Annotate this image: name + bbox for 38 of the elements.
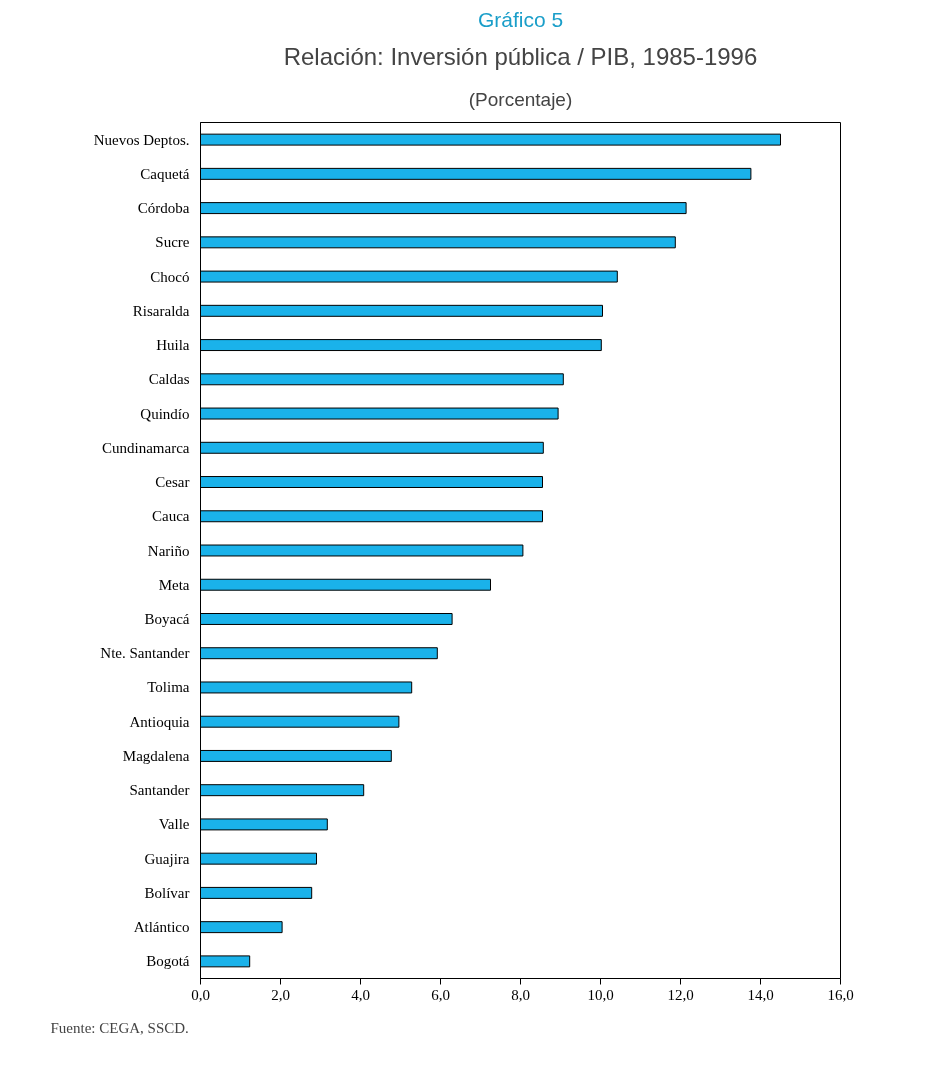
- x-tick-label: 10,0: [587, 986, 614, 1003]
- x-tick-label: 4,0: [351, 986, 370, 1003]
- x-tick-label: 16,0: [827, 986, 854, 1003]
- y-tick-label: Risaralda: [132, 302, 190, 319]
- y-tick-label: Guajira: [144, 850, 190, 867]
- y-tick-label: Córdoba: [137, 200, 190, 217]
- chart-title: Relación: Inversión pública / PIB, 1985-1996: [283, 42, 758, 70]
- y-tick-label: Boyacá: [144, 610, 190, 627]
- y-tick-label: Antioquia: [129, 713, 190, 730]
- y-tick-label: Bolívar: [144, 884, 190, 901]
- y-tick-label: Nariño: [147, 542, 190, 559]
- y-tick-label: Valle: [158, 816, 190, 833]
- y-tick-label: Huila: [156, 337, 190, 354]
- x-tick-label: 14,0: [747, 986, 774, 1003]
- y-tick-label: Sucre: [155, 234, 190, 251]
- y-tick-label: Santander: [129, 782, 190, 799]
- y-tick-label: Chocó: [150, 268, 190, 285]
- y-tick-label: Cesar: [155, 474, 190, 491]
- y-tick-label: Cundinamarca: [102, 439, 190, 456]
- x-tick-label: 0,0: [191, 986, 210, 1003]
- y-tick-label: Caquetá: [140, 165, 190, 182]
- y-tick-label: Quindío: [140, 405, 190, 422]
- y-tick-label: Meta: [158, 576, 190, 593]
- x-tick-label: 6,0: [431, 986, 450, 1003]
- y-tick-label: Caldas: [148, 371, 190, 388]
- source-note: Fuente: CEGA, SSCD.: [50, 1019, 189, 1036]
- text: Gráfico 5: [477, 7, 564, 31]
- x-tick-label: 8,0: [511, 986, 530, 1003]
- chart-subtitle: (Porcentaje): [468, 89, 573, 110]
- y-tick-label: Atlántico: [133, 919, 190, 936]
- x-tick-label: 2,0: [271, 986, 290, 1003]
- y-tick-label: Magdalena: [122, 747, 190, 764]
- y-tick-label: Nuevos Deptos.: [93, 131, 190, 148]
- x-tick-label: 12,0: [667, 986, 694, 1003]
- y-tick-label: Cauca: [152, 508, 190, 525]
- y-tick-label: Nte. Santander: [100, 645, 190, 662]
- y-tick-label: Bogotá: [146, 953, 190, 970]
- y-tick-label: Tolima: [147, 679, 190, 696]
